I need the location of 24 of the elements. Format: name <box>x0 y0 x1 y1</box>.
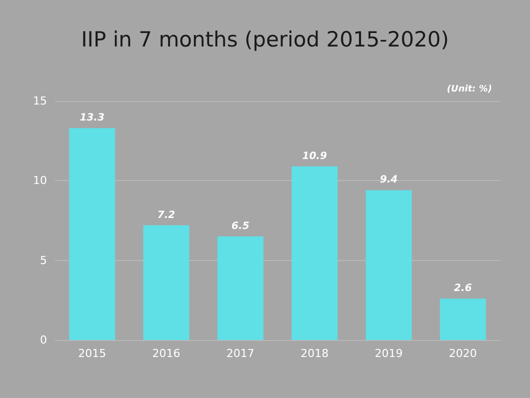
x-tick-label: 2019 <box>374 347 403 360</box>
text: (Unit: %) <box>446 84 492 94</box>
y-tick-label: 5 <box>40 254 47 267</box>
data-label: 7.2 <box>157 210 176 221</box>
x-tick-label: 2017 <box>226 347 254 360</box>
data-label: 13.3 <box>80 112 104 124</box>
bar <box>440 298 486 340</box>
x-tick-label: 2020 <box>448 347 477 360</box>
y-tick-label: 15 <box>33 94 47 108</box>
bar <box>217 236 264 340</box>
data-label: 10.9 <box>302 150 327 162</box>
chart-title: IIP in 7 months (period 2015-2020) <box>81 28 449 52</box>
data-label: 2.6 <box>454 283 472 294</box>
bar <box>366 190 412 340</box>
bar <box>292 166 338 340</box>
bar <box>69 128 116 340</box>
data-label: 6.5 <box>232 220 250 232</box>
y-tick-label: 0 <box>40 334 47 346</box>
data-label: 9.4 <box>380 174 398 186</box>
x-tick-label: 2016 <box>152 347 180 360</box>
x-tick-label: 2018 <box>300 347 329 360</box>
x-tick-label: 2015 <box>78 347 106 360</box>
bar <box>143 225 190 340</box>
y-tick-label: 10 <box>33 174 47 188</box>
